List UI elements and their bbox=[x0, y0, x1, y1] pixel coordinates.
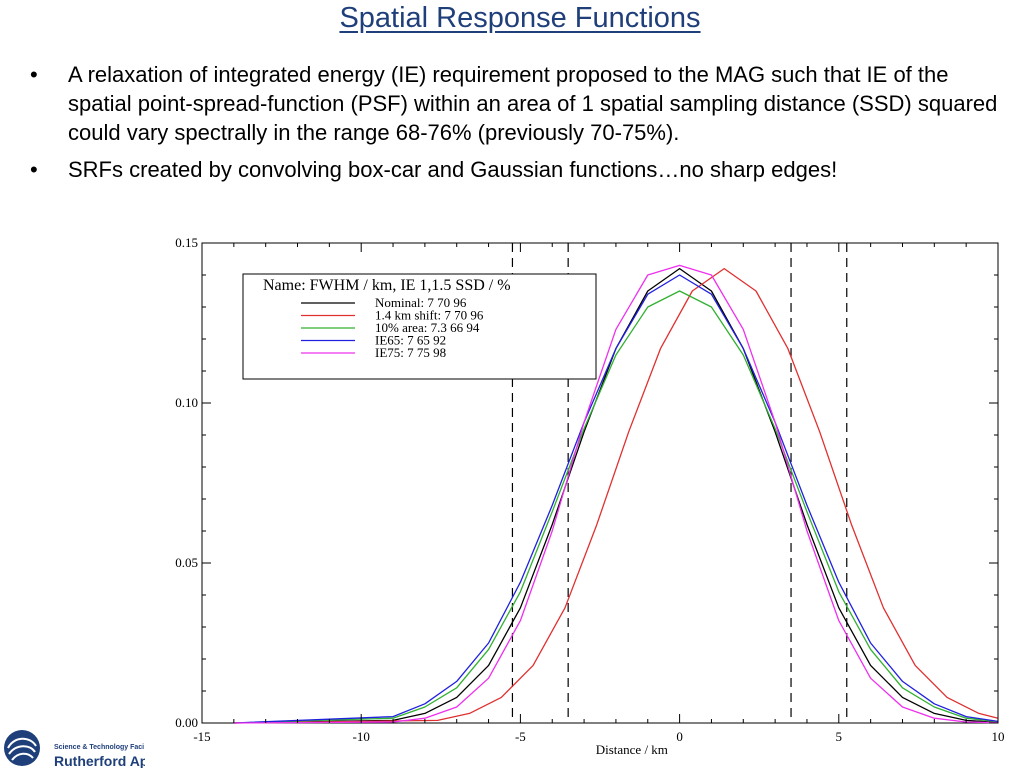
legend-box bbox=[242, 273, 597, 380]
legend: Name: FWHM / km, IE 1,1.5 SSD / % Nomina… bbox=[242, 273, 597, 380]
legend-entry-label: IE65: 7 65 92 bbox=[375, 333, 446, 348]
y-tick-label: 0.15 bbox=[175, 235, 198, 250]
legend-entry-label: IE75: 7 75 98 bbox=[375, 345, 446, 360]
x-tick-label: -10 bbox=[353, 729, 370, 744]
legend-entry-label: 1.4 km shift: 7 70 96 bbox=[375, 308, 484, 323]
srf-line-chart: -15 -10 -5 0 5 10 0.00 0.05 0.10 0.15 Distance / … bbox=[175, 235, 1004, 757]
logo-line-2: Rutherford Ap bbox=[54, 753, 145, 768]
legend-entry-label: 10% area: 7.3 66 94 bbox=[375, 320, 480, 335]
x-axis-label: Distance / km bbox=[596, 742, 668, 757]
x-tick-label: 10 bbox=[992, 729, 1005, 744]
bullet-symbol: • bbox=[30, 62, 38, 87]
plot-frame bbox=[201, 242, 999, 724]
y-tick-label: 0.10 bbox=[175, 395, 198, 410]
bullet-item: • A relaxation of integrated energy (IE)… bbox=[30, 60, 1005, 147]
x-tick-label: 5 bbox=[836, 729, 843, 744]
series-line bbox=[233, 290, 999, 724]
slide-title: Spatial Response Functions bbox=[339, 2, 701, 34]
bullet-list: • A relaxation of integrated energy (IE)… bbox=[30, 60, 1005, 192]
legend-title: Name: FWHM / km, IE 1,1.5 SSD / % bbox=[263, 277, 511, 294]
x-tick-label: -5 bbox=[515, 729, 526, 744]
series-line bbox=[233, 267, 999, 724]
bullet-symbol: • bbox=[30, 157, 38, 182]
bullet-text: SRFs created by convolving box-car and G… bbox=[68, 157, 838, 182]
tick-layer: -15 -10 -5 0 5 10 0.00 0.05 0.10 0.15 bbox=[175, 235, 1004, 744]
logo-swirl-icon bbox=[4, 730, 40, 766]
bullet-text: A relaxation of integrated energy (IE) r… bbox=[68, 62, 998, 145]
stfc-logo: Science & Technology Faci Rutherford Ap bbox=[0, 722, 145, 768]
series-line bbox=[233, 267, 999, 724]
legend-entry-label: Nominal: 7 70 96 bbox=[375, 295, 467, 310]
legend-entries: Nominal: 7 70 961.4 km shift: 7 70 9610%… bbox=[301, 295, 484, 360]
logo-line-1: Science & Technology Faci bbox=[54, 744, 145, 751]
bullet-item: • SRFs created by convolving box-car and… bbox=[30, 155, 1005, 184]
series-layer bbox=[233, 264, 999, 724]
y-tick-label: 0.05 bbox=[175, 555, 198, 570]
x-tick-label: 0 bbox=[676, 729, 683, 744]
series-line bbox=[233, 274, 999, 724]
x-tick-label: -15 bbox=[193, 729, 210, 744]
y-tick-label: 0.00 bbox=[175, 715, 198, 730]
series-line bbox=[233, 264, 999, 724]
